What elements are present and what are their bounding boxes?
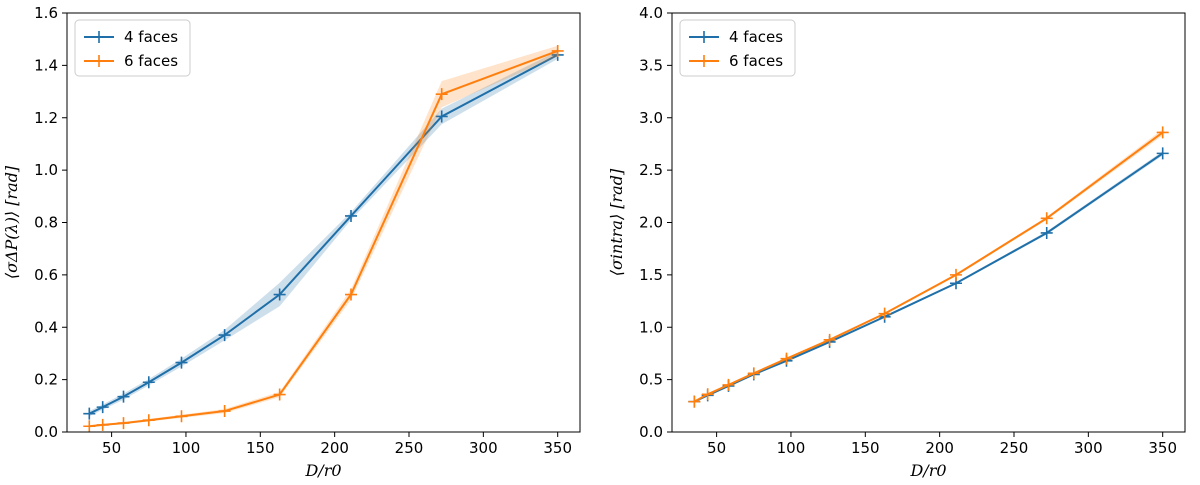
- y-tick-label: 1.2: [34, 109, 58, 127]
- series-line-2: [693, 131, 1164, 403]
- data-point-marker: [722, 378, 735, 391]
- y-axis-label: ⟨σΔP(λ)⟩ [rad]: [2, 165, 21, 279]
- x-tick-label: 250: [395, 439, 424, 457]
- data-point-marker: [96, 401, 109, 414]
- right-chart-panel: 50 100 150 200 250 300 350 0.0 0.5 1.0 1.5 2.0 2.5 3.…: [607, 4, 1186, 480]
- series-band-1: [89, 50, 558, 417]
- y-tick-label: 1.0: [34, 161, 58, 179]
- legend-label-2: 6 faces: [124, 52, 178, 70]
- data-point-marker: [345, 209, 358, 222]
- data-point-marker: [142, 376, 155, 389]
- data-point-marker: [117, 417, 130, 430]
- series-band-1: [694, 151, 1163, 403]
- x-tick-label: 50: [707, 439, 726, 457]
- x-axis-label: D/r0: [909, 461, 946, 480]
- data-point-marker: [142, 414, 155, 427]
- data-point-marker: [551, 44, 564, 57]
- y-tick-label: 0.6: [34, 266, 58, 284]
- data-point-marker: [96, 418, 109, 431]
- series-band-2: [694, 129, 1163, 403]
- y-tick-label: 4.0: [639, 4, 663, 22]
- y-tick-label: 0.2: [34, 371, 58, 389]
- x-tick-label: 300: [1074, 439, 1103, 457]
- x-tick-label: 250: [1000, 439, 1029, 457]
- legend-label-1: 4 faces: [729, 28, 783, 46]
- legend-marker-1: [93, 31, 105, 43]
- x-axis-label: D/r0: [304, 461, 341, 480]
- x-tick-label: 150: [246, 439, 275, 457]
- y-tick-label: 0.8: [34, 214, 58, 232]
- x-tick-label: 100: [172, 439, 201, 457]
- legend-marker-1: [698, 31, 710, 43]
- data-point-marker: [1156, 147, 1169, 160]
- y-tick-label: 0.4: [34, 318, 58, 336]
- series-line-2: [89, 50, 559, 428]
- y-axis-label: ⟨σintra⟩ [rad]: [607, 168, 626, 276]
- x-tick-label: 50: [102, 439, 121, 457]
- data-point-marker: [83, 407, 96, 420]
- data-point-marker: [218, 405, 231, 418]
- legend-marker-2: [698, 55, 710, 67]
- data-point-marker: [823, 333, 836, 346]
- y-tick-label: 0.0: [639, 423, 663, 441]
- y-tick-label: 1.0: [639, 318, 663, 336]
- data-point-marker: [175, 410, 188, 423]
- data-point-marker: [1156, 126, 1169, 139]
- data-point-marker: [435, 88, 448, 101]
- data-point-marker: [701, 388, 714, 401]
- x-tick-label: 200: [320, 439, 349, 457]
- y-tick-label: 1.4: [34, 56, 58, 74]
- data-point-marker: [83, 420, 96, 433]
- data-point-marker: [747, 367, 760, 380]
- data-point-marker: [175, 356, 188, 369]
- left-chart-panel: 50 100 150 200 250 300 350 0.0 0.2 0.4 0.6 0.8 1.0 1.…: [2, 4, 581, 480]
- data-point-marker: [273, 388, 286, 401]
- data-point-marker: [345, 288, 358, 301]
- y-tick-label: 2.5: [639, 161, 663, 179]
- data-point-marker: [218, 329, 231, 342]
- series-line-1: [88, 54, 559, 415]
- y-tick-label: 3.0: [639, 109, 663, 127]
- y-tick-label: 3.5: [639, 56, 663, 74]
- x-tick-label: 300: [469, 439, 498, 457]
- legend-label-2: 6 faces: [729, 52, 783, 70]
- data-point-marker: [878, 307, 891, 320]
- data-point-marker: [435, 110, 448, 123]
- data-point-marker: [1040, 212, 1053, 225]
- y-tick-label: 1.6: [34, 4, 58, 22]
- legend-marker-2: [93, 55, 105, 67]
- data-point-marker: [273, 288, 286, 301]
- legend-label-1: 4 faces: [124, 28, 178, 46]
- x-tick-label: 150: [851, 439, 880, 457]
- y-tick-label: 2.0: [639, 214, 663, 232]
- x-tick-label: 100: [777, 439, 806, 457]
- series-band-2: [89, 45, 558, 428]
- y-tick-label: 0.5: [639, 371, 663, 389]
- x-tick-label: 200: [925, 439, 954, 457]
- y-tick-label: 0.0: [34, 423, 58, 441]
- data-point-marker: [780, 352, 793, 365]
- y-tick-label: 1.5: [639, 266, 663, 284]
- data-point-marker: [688, 395, 701, 408]
- x-tick-label: 350: [543, 439, 572, 457]
- data-point-marker: [117, 390, 130, 403]
- x-tick-label: 350: [1148, 439, 1177, 457]
- series-line-1: [693, 152, 1164, 403]
- data-point-marker: [1040, 226, 1053, 239]
- data-point-marker: [950, 268, 963, 281]
